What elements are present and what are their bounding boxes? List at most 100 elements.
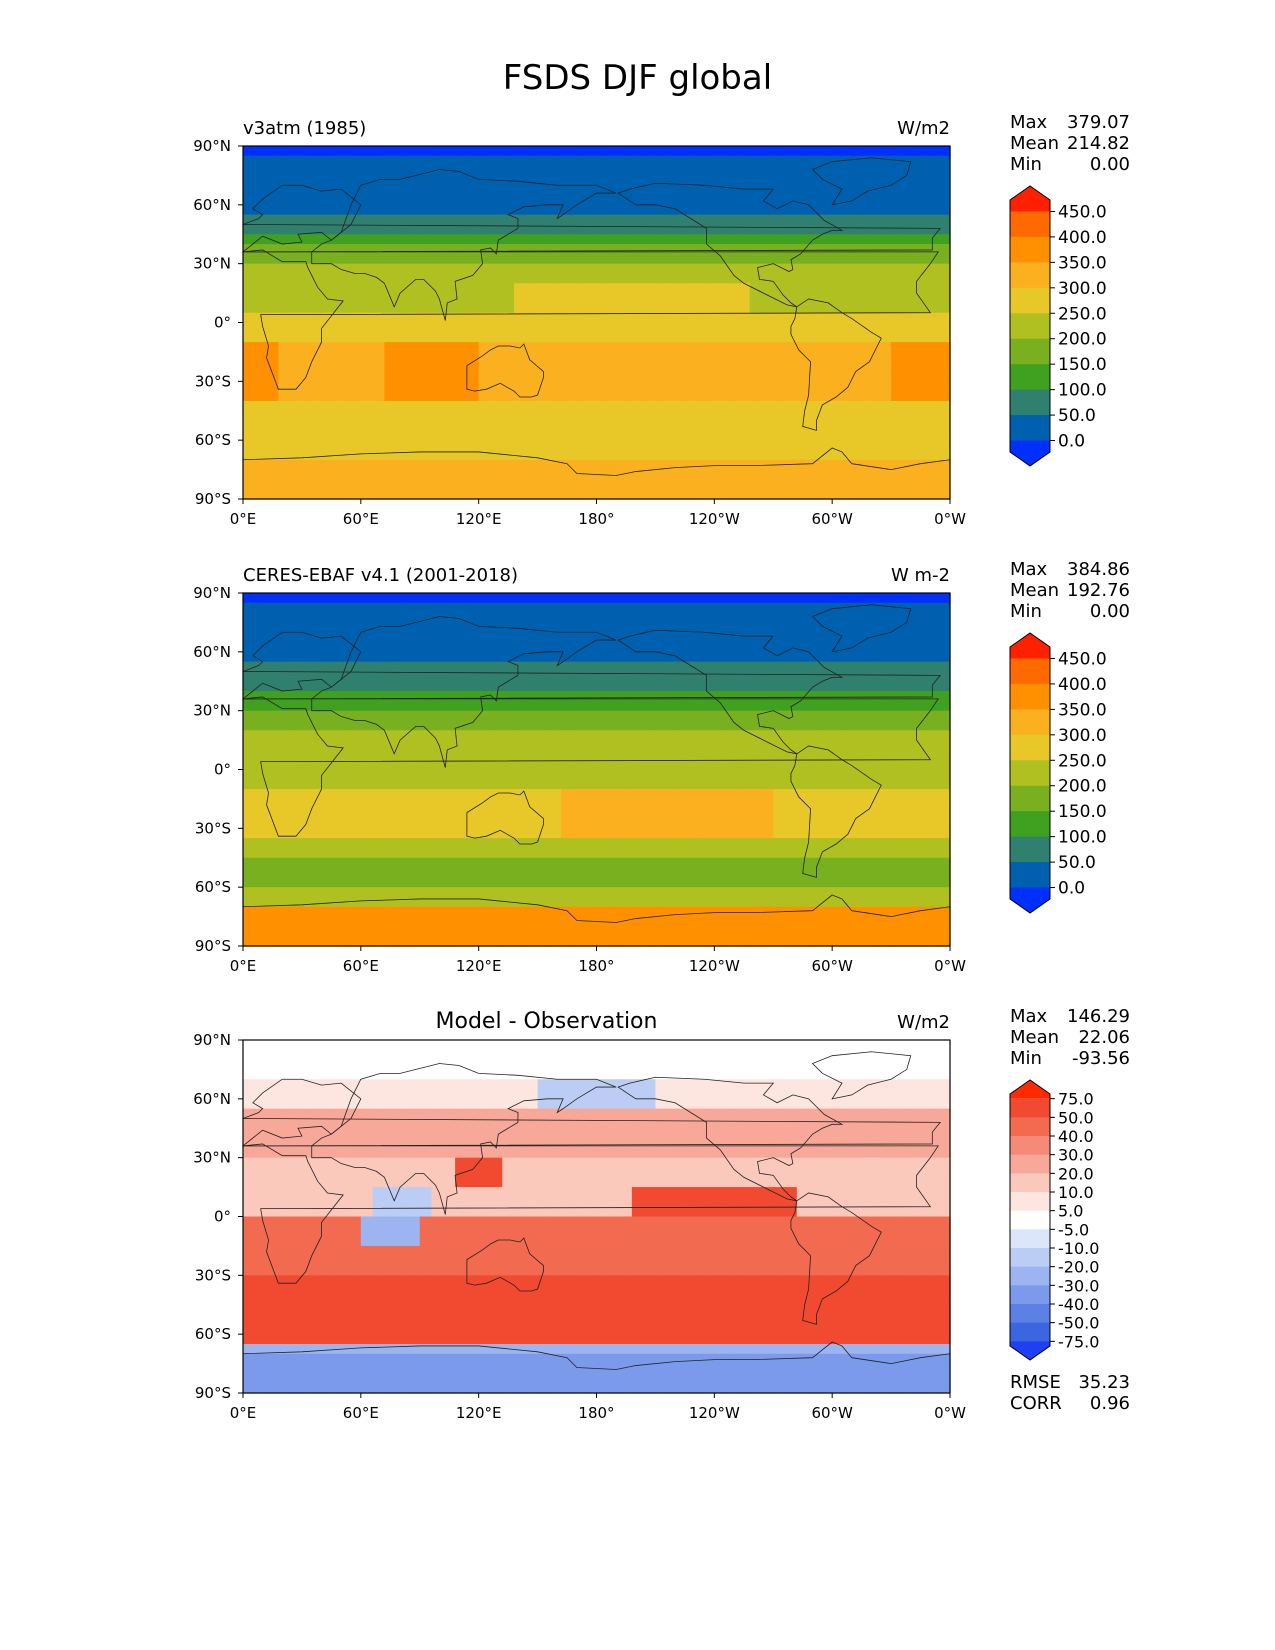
map-cell [867,273,880,284]
map-cell [620,857,633,869]
map-cell [926,749,939,761]
map-cell [620,877,633,888]
map-cell [455,926,468,937]
map-cell [678,1089,692,1100]
map-cell [407,681,421,692]
map-cell [325,489,338,500]
map-cell [702,371,715,382]
map-cell [867,146,880,157]
map-cell [631,420,645,431]
map-cell [761,1089,774,1100]
map-cell [466,195,480,206]
map-cell [690,749,704,761]
map-cell [419,342,433,353]
map-cell [396,214,409,226]
map-cell [572,916,586,927]
map-cell [891,896,904,908]
map-cell [796,381,810,392]
map-cell [726,896,739,908]
map-cell [572,867,586,878]
map-cell [702,361,715,373]
map-cell [678,759,692,771]
map-cell [455,244,468,255]
map-cell [596,759,609,771]
map-cell [431,691,444,702]
map-cell [278,681,291,692]
map-cell [620,818,633,829]
map-cell [879,593,892,604]
map-cell [443,828,456,839]
map-cell [938,691,951,702]
map-cell [620,224,633,235]
map-cell [808,1079,821,1090]
map-cell [678,361,692,373]
map-cell [714,351,727,363]
map-cell [843,1108,857,1120]
map-cell [855,283,869,294]
map-cell [243,253,256,265]
map-cell [525,622,539,633]
map-cell [514,847,527,859]
map-cell [902,1098,916,1110]
map-cell [879,789,892,800]
map-cell [502,867,515,878]
map-cell [820,400,833,412]
map-cell [737,293,751,304]
map-cell [325,691,338,702]
map-cell [855,244,869,255]
map-cell [596,489,609,500]
map-cell [525,749,539,761]
map-cell [584,381,598,392]
map-cell [372,887,385,898]
map-cell [301,867,315,878]
map-cell [407,459,421,471]
map-cell [572,632,586,643]
map-cell [902,361,916,373]
map-cell [655,224,668,235]
map-cell [584,469,598,480]
map-cell [407,381,421,392]
map-cell [254,828,268,839]
map-cell [596,204,609,216]
map-cell [349,632,362,643]
map-cell [549,661,562,673]
map-cell [384,489,397,500]
map-cell [714,165,727,177]
map-cell [620,234,633,245]
map-cell [643,1089,657,1100]
map-cell [490,1040,503,1051]
map-cell [396,749,409,761]
map-cell [785,828,798,839]
map-cell [631,283,645,294]
map-cell [278,302,291,314]
map-cell [808,302,821,314]
map-cell [620,361,633,373]
map-cell [867,1079,880,1090]
map-cell [584,857,598,869]
map-cell [714,779,727,790]
map-cell [325,671,338,682]
map-cell [902,681,916,692]
map-cell [443,342,456,353]
map-cell [737,720,751,731]
map-cell [702,185,715,196]
map-cell [926,642,939,653]
map-cell [620,730,633,741]
map-cell [561,351,574,363]
map-cell [879,896,892,908]
colorbar-tick-label: 250.0 [1058,751,1107,771]
map-cell [690,857,704,869]
map-cell [855,740,869,751]
map-cell [678,351,692,363]
map-cell [820,798,833,810]
map-cell [278,1118,291,1129]
map-cell [490,489,503,500]
map-cell [938,1059,951,1071]
map-cell [525,1098,539,1110]
map-cell [396,740,409,751]
map-cell [549,828,562,839]
map-cell [879,165,892,177]
map-cell [914,779,928,790]
map-cell [773,224,786,235]
map-cell [820,622,833,633]
